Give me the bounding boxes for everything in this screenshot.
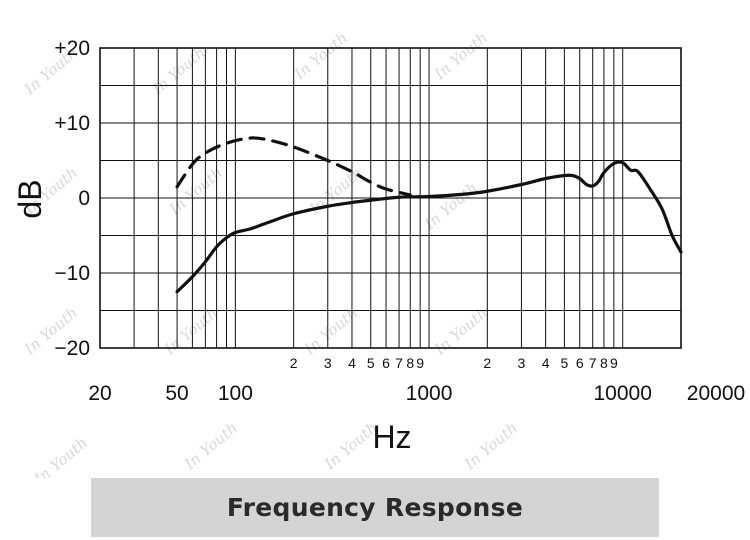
x-minor-tick-label: 4 — [348, 355, 356, 371]
x-minor-tick-label: 5 — [367, 355, 375, 371]
y-tick-label: −20 — [54, 337, 90, 360]
watermark-text: In Youth — [290, 29, 351, 84]
x-minor-tick-label: 3 — [518, 355, 526, 371]
x-minor-tick-label: 9 — [610, 355, 618, 371]
x-minor-tick-label: 3 — [324, 355, 332, 371]
watermark-layer: In Youth In Youth In Youth In Youth In Youth… — [20, 29, 521, 478]
watermark-text: In Youth — [160, 304, 221, 359]
chart-series — [175, 136, 683, 294]
chart-caption: Frequency Response — [226, 493, 524, 522]
x-minor-tick-label: 6 — [576, 355, 584, 371]
x-tick-label: 20000 — [687, 382, 745, 405]
watermark-text: In Youth — [430, 29, 491, 84]
dashed-response-curve — [175, 136, 412, 197]
x-tick-label: 50 — [165, 382, 188, 405]
x-minor-tick-label: 6 — [382, 355, 390, 371]
solid-response-curve — [175, 160, 683, 294]
x-axis-title: Hz — [372, 419, 411, 455]
y-axis-title: dB — [12, 179, 48, 218]
y-tick-label: +10 — [54, 112, 90, 135]
y-tick-label: 0 — [78, 187, 90, 210]
x-minor-tick-label: 2 — [483, 355, 491, 371]
y-tick-label: −10 — [54, 262, 90, 285]
x-tick-label: 1000 — [406, 382, 453, 405]
watermark-text: In Youth — [430, 304, 491, 359]
x-minor-tick-label: 7 — [395, 355, 403, 371]
x-tick-label: 100 — [218, 382, 253, 405]
x-minor-tick-label: 8 — [406, 355, 414, 371]
x-minor-tick-label: 7 — [589, 355, 597, 371]
x-minor-tick-label: 9 — [416, 355, 424, 371]
watermark-text: In Youth — [148, 44, 209, 99]
x-minor-tick-label: 5 — [561, 355, 569, 371]
y-tick-label: +20 — [54, 37, 90, 60]
x-tick-label: 20 — [88, 382, 111, 405]
watermark-text: In Youth — [30, 434, 91, 478]
chart-grid — [99, 47, 682, 349]
x-tick-label: 10000 — [593, 382, 651, 405]
watermark-text: In Youth — [460, 419, 521, 474]
frequency-response-chart: In Youth In Youth In Youth In Youth In Youth… — [12, 29, 745, 478]
x-minor-tick-label: 2 — [290, 355, 298, 371]
x-minor-tick-label: 8 — [600, 355, 608, 371]
x-minor-tick-label: 4 — [542, 355, 550, 371]
watermark-text: In Youth — [180, 419, 241, 474]
caption-bar: Frequency Response — [91, 478, 659, 537]
plot-frame — [99, 47, 682, 349]
